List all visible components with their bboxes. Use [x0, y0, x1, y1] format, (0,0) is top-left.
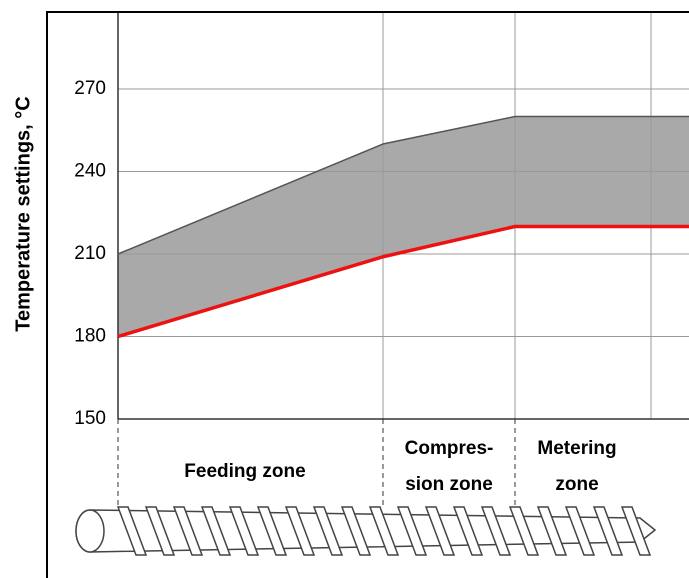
y-tick-label: 180	[74, 326, 106, 347]
zone-label: Metering	[537, 438, 616, 459]
y-tick-label: 270	[74, 78, 106, 99]
zone-label: zone	[555, 474, 598, 495]
screw-end	[76, 510, 104, 552]
y-tick-label: 150	[74, 408, 106, 429]
zone-label: Feeding zone	[184, 461, 305, 482]
y-tick-label: 210	[74, 243, 106, 264]
page: {"chart_data": {"type": "area", "y_label…	[0, 0, 689, 578]
zone-label: sion zone	[405, 474, 493, 495]
y-tick-label: 240	[74, 161, 106, 182]
chart: Temperature settings, °C 150 180 210 240 270…	[0, 0, 689, 578]
y-axis-label: Temperature settings, °C	[12, 96, 34, 331]
zone-label: Compres-	[405, 438, 494, 459]
